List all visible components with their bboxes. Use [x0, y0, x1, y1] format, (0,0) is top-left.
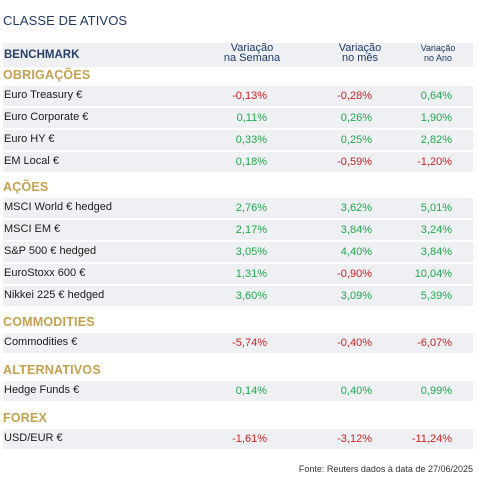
table-row: USD/EUR € -1,61% -3,12% -11,24% — [3, 429, 473, 449]
yearly-change-value: 3,24% — [420, 224, 452, 236]
monthly-change-value: -0,28% — [337, 90, 372, 102]
asset-label: Euro Treasury € — [4, 89, 83, 101]
table-row: EM Local € 0,18% -0,59% -1,20% — [3, 152, 473, 172]
weekly-change-value: 0,11% — [236, 112, 267, 124]
monthly-change-value: 0,25% — [340, 134, 372, 146]
yearly-change-value: -11,24% — [411, 433, 452, 445]
table-row: Hedge Funds € 0,14% 0,40% 0,99% — [3, 381, 473, 401]
table-row: Euro Treasury € -0,13% -0,28% 0,64% — [3, 86, 473, 106]
weekly-change-value: -1,61% — [232, 433, 267, 445]
weekly-change-value: -5,74% — [232, 337, 267, 349]
asset-label: EuroStoxx 600 € — [4, 267, 86, 279]
yearly-change-value: 3,84% — [420, 246, 452, 258]
monthly-change-value: -0,40% — [337, 337, 372, 349]
weekly-change-value: 1,31% — [235, 268, 267, 280]
monthly-change-value: -0,59% — [337, 156, 372, 168]
asset-label: MSCI World € hedged — [4, 201, 113, 213]
section-heading: AÇÕES — [3, 180, 49, 194]
monthly-change-value: 3,84% — [340, 224, 372, 236]
section-heading: ALTERNATIVOS — [3, 363, 101, 377]
yearly-change-value: 0,99% — [420, 385, 452, 397]
asset-label: Euro HY € — [4, 133, 55, 145]
weekly-change-value: 0,14% — [235, 385, 267, 397]
yearly-change-value: -6,07% — [417, 337, 452, 349]
monthly-change-value: -3,12% — [337, 433, 372, 445]
monthly-change-value: 3,09% — [340, 290, 372, 302]
weekly-change-value: -0,13% — [232, 90, 267, 102]
asset-label: Hedge Funds € — [4, 384, 80, 396]
yearly-change-value: 5,01% — [420, 202, 452, 214]
asset-label: MSCI EM € — [4, 223, 61, 235]
yearly-change-header: Variação no Ano — [420, 43, 456, 63]
weekly-change-value: 3,60% — [235, 290, 267, 302]
asset-label: Euro Corporate € — [4, 111, 89, 123]
monthly-change-value: 0,40% — [340, 385, 372, 397]
yearly-change-value: 5,39% — [420, 290, 452, 302]
weekly-change-value: 3,05% — [235, 246, 267, 258]
monthly-change-value: -0,90% — [337, 268, 372, 280]
monthly-change-value: 4,40% — [340, 246, 372, 258]
weekly-change-header: Variação na Semana — [223, 42, 281, 64]
table-row: S&P 500 € hedged 3,05% 4,40% 3,84% — [3, 242, 473, 262]
page-title: CLASSE DE ATIVOS — [3, 13, 128, 28]
table-row: Euro HY € 0,33% 0,25% 2,82% — [3, 130, 473, 150]
table-row: MSCI EM € 2,17% 3,84% 3,24% — [3, 220, 473, 240]
section-heading: OBRIGAÇÕES — [3, 68, 91, 82]
asset-label: Commodities € — [4, 336, 78, 348]
table-row: Euro Corporate € 0,11% 0,26% 1,90% — [3, 108, 473, 128]
asset-label: USD/EUR € — [4, 432, 63, 444]
table-row: MSCI World € hedged 2,76% 3,62% 5,01% — [3, 198, 473, 218]
yearly-change-value: 0,64% — [420, 90, 452, 102]
monthly-change-value: 3,62% — [340, 202, 372, 214]
section-heading: COMMODITIES — [3, 315, 95, 329]
table-header: BENCHMARK Variação na Semana Variação no… — [3, 43, 473, 67]
table-row: Nikkei 225 € hedged 3,60% 3,09% 5,39% — [3, 286, 473, 306]
monthly-change-header: Variação no mês — [338, 42, 382, 64]
asset-label: Nikkei 225 € hedged — [4, 289, 105, 301]
monthly-change-value: 0,26% — [340, 112, 372, 124]
yearly-change-value: 10,04% — [414, 268, 452, 280]
benchmark-header: BENCHMARK — [4, 49, 80, 61]
asset-label: S&P 500 € hedged — [4, 245, 97, 257]
yearly-change-value: -1,20% — [417, 156, 452, 168]
weekly-change-value: 2,76% — [235, 202, 267, 214]
weekly-change-value: 2,17% — [235, 224, 267, 236]
weekly-change-value: 0,18% — [235, 156, 267, 168]
asset-label: EM Local € — [4, 155, 60, 167]
yearly-change-value: 1,90% — [420, 112, 452, 124]
yearly-change-value: 2,82% — [420, 134, 452, 146]
table-row: EuroStoxx 600 € 1,31% -0,90% 10,04% — [3, 264, 473, 284]
source-footnote: Fonte: Reuters dados à data de 27/06/202… — [298, 464, 473, 474]
section-heading: FOREX — [3, 411, 48, 425]
weekly-change-value: 0,33% — [235, 134, 267, 146]
table-row: Commodities € -5,74% -0,40% -6,07% — [3, 333, 473, 353]
